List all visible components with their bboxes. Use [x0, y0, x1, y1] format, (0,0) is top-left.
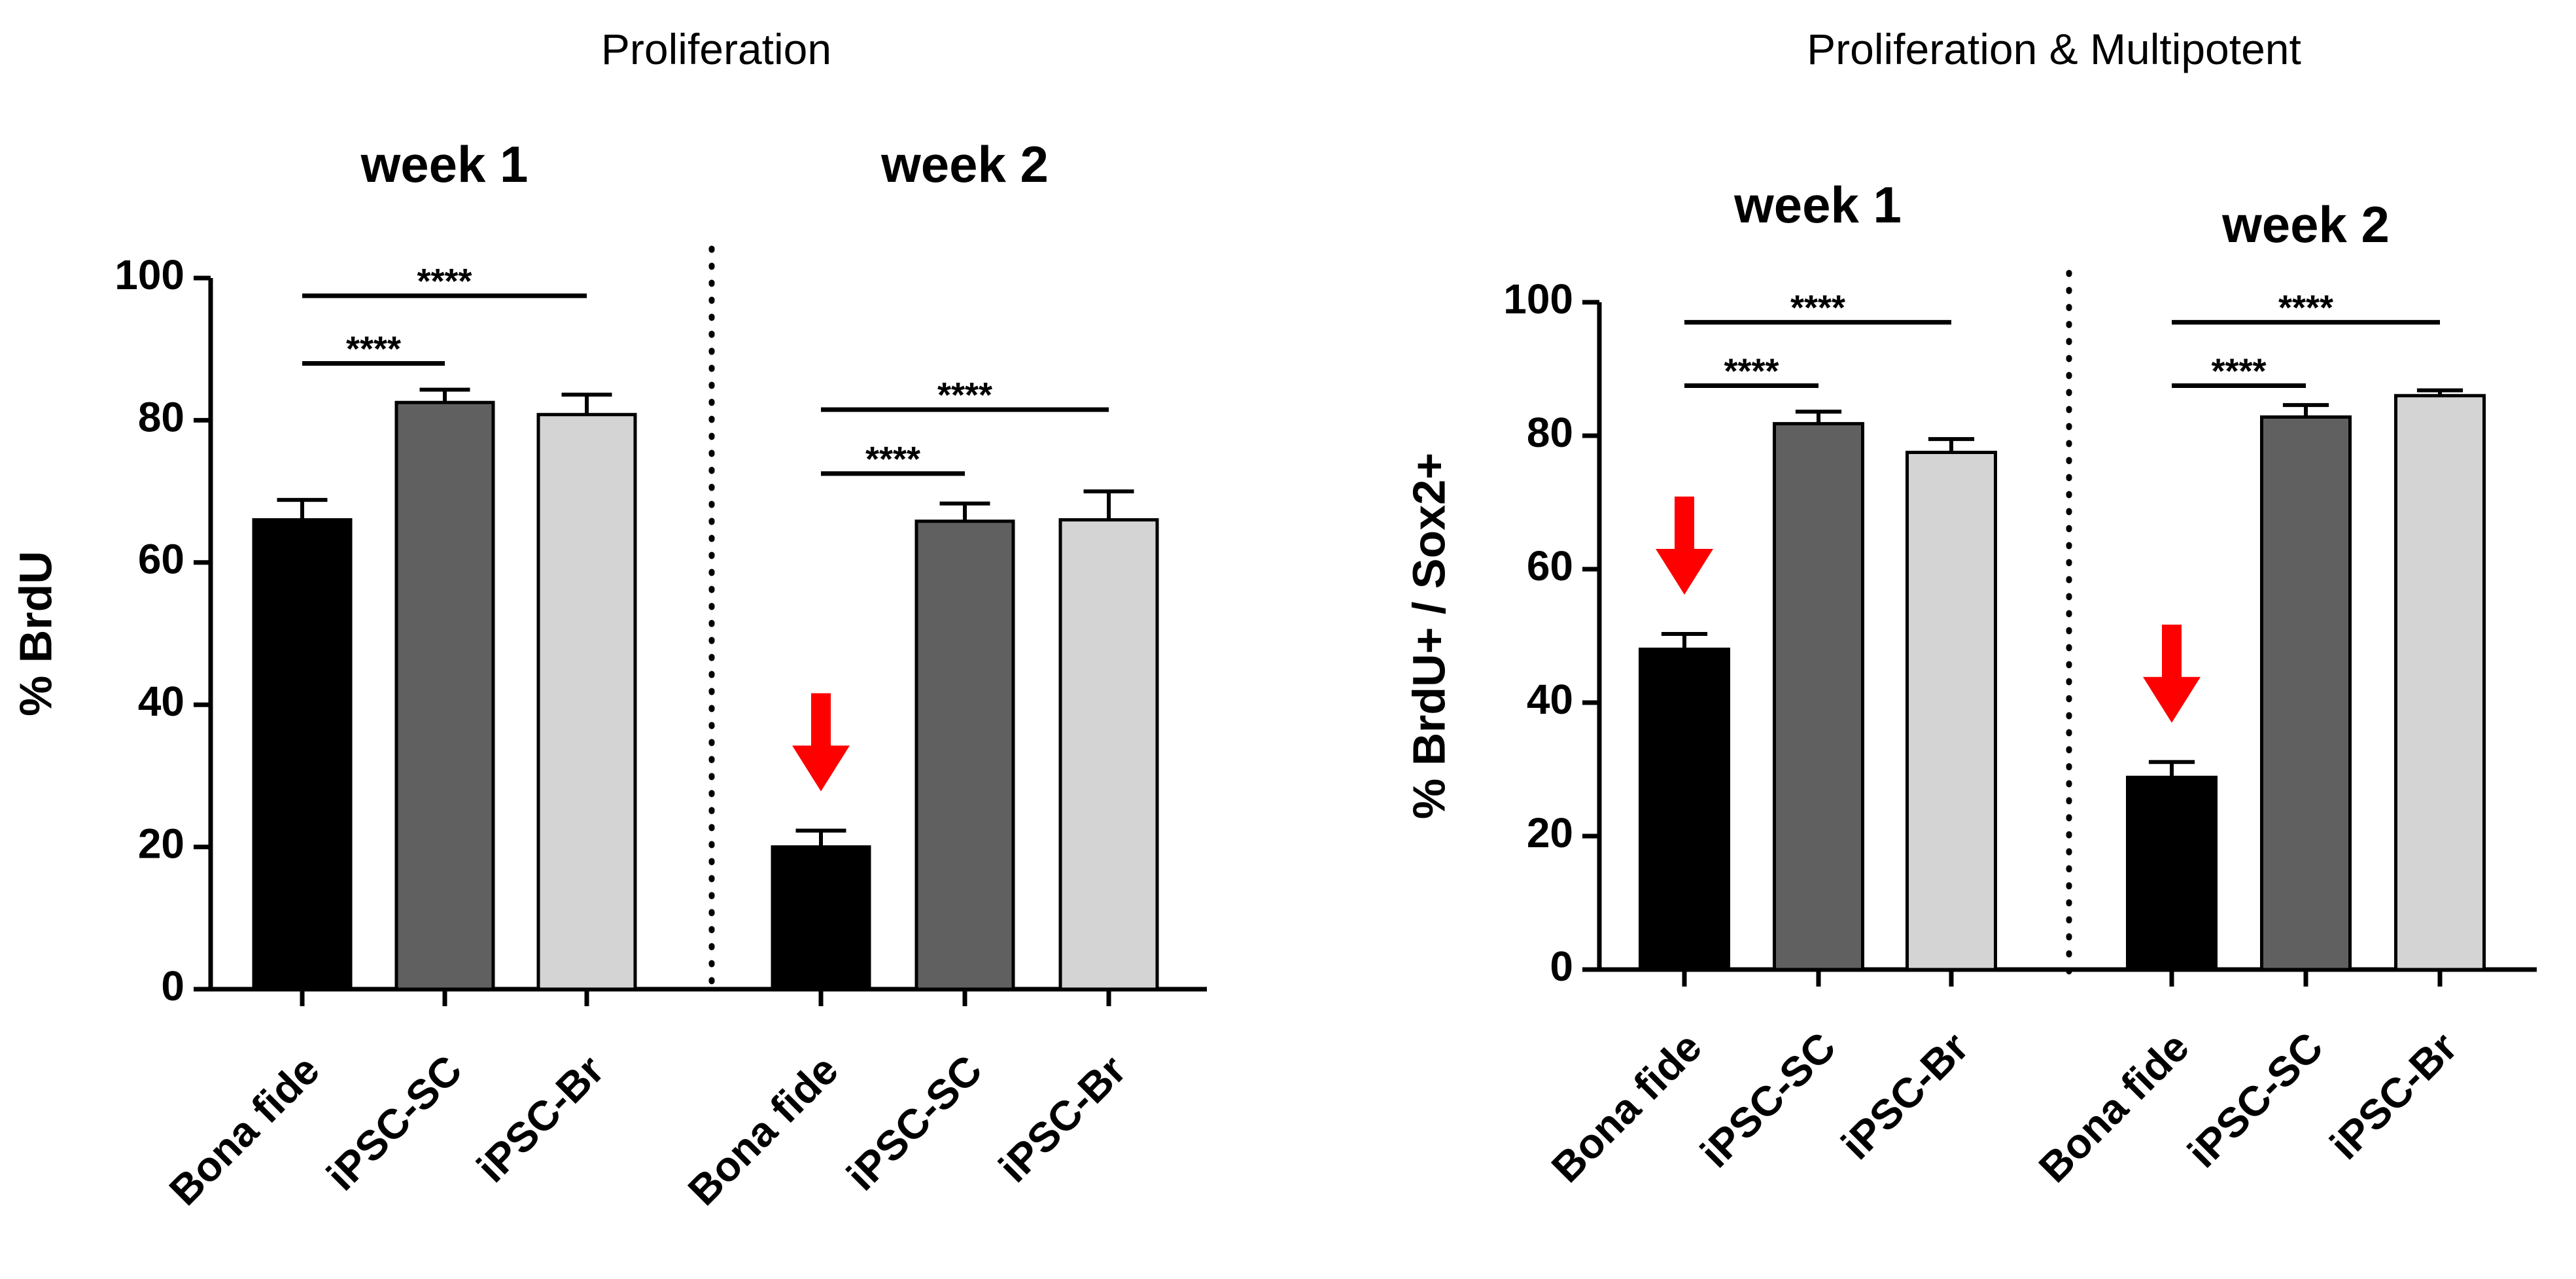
category-label: iPSC-Br	[990, 1046, 1135, 1191]
y-tick-label: 0	[1550, 943, 1573, 990]
category-label: iPSC-SC	[2178, 1023, 2331, 1176]
chart-layer: Proliferation % BrdU 0 20 40 60 80 100 week 1 Bon…	[10, 25, 2537, 1214]
bar	[536, 413, 637, 991]
y-axis-label: % BrdU	[10, 551, 61, 716]
bar	[2126, 775, 2218, 972]
category-label: iPSC-SC	[1691, 1023, 1844, 1176]
group-title: week 2	[2221, 196, 2390, 253]
bar	[771, 845, 871, 991]
chart-panel-2: Proliferation & Multipotent % BrdU+ / Sox…	[1403, 25, 2537, 1191]
y-tick-label: 80	[1527, 409, 1573, 456]
category-label: Bona fide	[2030, 1023, 2198, 1191]
red-arrow-icon	[1656, 496, 1713, 595]
category-label: Bona fide	[160, 1046, 328, 1214]
y-tick-label: 100	[1503, 275, 1573, 323]
panel-title: Proliferation	[601, 25, 831, 73]
category-label: iPSC-SC	[317, 1046, 470, 1199]
category-label: iPSC-Br	[2321, 1023, 2466, 1168]
category-label: iPSC-SC	[837, 1046, 990, 1199]
significance-label: ****	[417, 262, 472, 301]
y-axis-label: % BrdU+ / Sox2+	[1403, 453, 1454, 819]
group-title: week 1	[1733, 176, 1902, 234]
y-tick-label: 20	[1527, 809, 1573, 856]
category-label: iPSC-Br	[1832, 1023, 1977, 1168]
panel-title: Proliferation & Multipotent	[1807, 25, 2301, 73]
category-label: Bona fide	[1542, 1023, 1711, 1191]
bar	[252, 518, 353, 991]
y-tick-label: 20	[138, 820, 184, 867]
y-tick-label: 80	[138, 393, 184, 440]
y-tick-label: 40	[1527, 676, 1573, 723]
bar	[2394, 394, 2486, 972]
significance-label: ****	[937, 376, 992, 415]
y-tick-label: 60	[1527, 542, 1573, 589]
bar	[1773, 422, 1864, 972]
bar	[1906, 451, 1997, 972]
bar	[394, 400, 495, 991]
bar	[1058, 518, 1159, 991]
bar	[2260, 415, 2352, 972]
red-arrow-icon	[2143, 624, 2201, 723]
bar	[914, 519, 1015, 991]
y-tick-label: 60	[138, 536, 184, 583]
significance-label: ****	[2278, 289, 2333, 328]
y-tick-label: 40	[138, 678, 184, 725]
category-label: iPSC-Br	[468, 1046, 613, 1191]
category-label: Bona fide	[679, 1046, 847, 1214]
y-tick-label: 100	[114, 251, 184, 298]
bar	[1639, 647, 1730, 972]
group-title: week 1	[360, 135, 529, 193]
group-title: week 2	[880, 135, 1049, 193]
red-arrow-icon	[792, 693, 850, 792]
significance-label: ****	[1790, 289, 1845, 328]
significance-label: ****	[865, 440, 920, 479]
significance-label: ****	[346, 329, 401, 368]
chart-panel-1: Proliferation % BrdU 0 20 40 60 80 100 week 1 Bon…	[10, 25, 1207, 1214]
y-tick-label: 0	[161, 962, 184, 1009]
significance-label: ****	[2211, 352, 2266, 391]
significance-label: ****	[1724, 352, 1779, 391]
